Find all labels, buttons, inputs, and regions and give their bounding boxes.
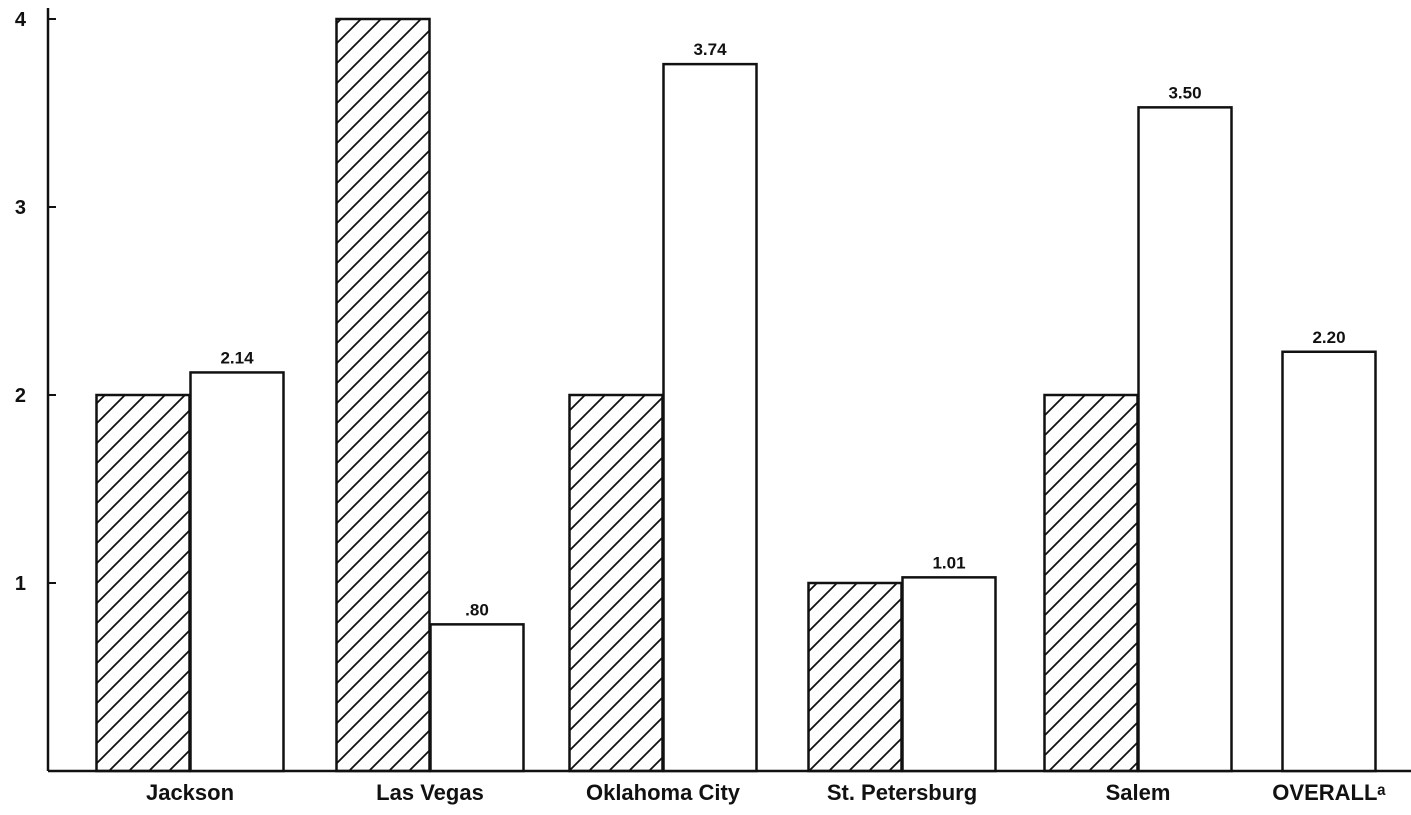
bar-hatched xyxy=(95,393,191,773)
data-label: .80 xyxy=(465,600,489,619)
bar-open xyxy=(662,62,758,773)
category-label: OVERALLᵃ xyxy=(1272,780,1386,805)
category-label: Oklahoma City xyxy=(586,780,741,805)
y-tick-label: 4 xyxy=(15,9,27,31)
data-label: 1.01 xyxy=(932,553,965,572)
y-tick-label: 3 xyxy=(15,197,26,219)
data-label: 3.74 xyxy=(693,40,727,59)
bar-open xyxy=(901,576,997,773)
bar-open xyxy=(429,623,525,773)
category-label: Jackson xyxy=(146,780,234,805)
category-label: Las Vegas xyxy=(376,780,484,805)
data-label: 2.20 xyxy=(1312,328,1345,347)
y-tick-label: 2 xyxy=(15,385,26,407)
bar-hatched xyxy=(807,581,903,773)
y-tick-label: 1 xyxy=(15,573,26,595)
data-label: 2.14 xyxy=(220,348,254,367)
data-label: 3.50 xyxy=(1168,83,1201,102)
bar-hatched xyxy=(1043,393,1139,773)
bar-hatched xyxy=(335,17,431,773)
category-label: St. Petersburg xyxy=(827,780,977,805)
bar-open xyxy=(1137,106,1233,773)
bar-open xyxy=(1281,350,1377,773)
bar-hatched xyxy=(568,393,664,773)
bar-open xyxy=(189,371,285,773)
category-label: Salem xyxy=(1106,780,1171,805)
